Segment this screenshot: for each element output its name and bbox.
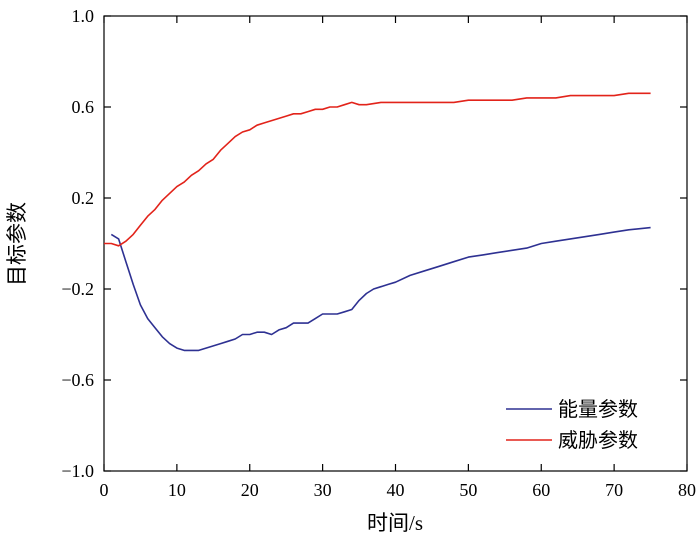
series-line-1 bbox=[104, 92, 651, 247]
x-axis-label: 时间/s bbox=[367, 511, 423, 535]
series-lines bbox=[104, 92, 651, 352]
x-tick-label: 0 bbox=[100, 480, 109, 500]
x-tick-label: 80 bbox=[678, 480, 696, 500]
x-tick-label: 60 bbox=[532, 480, 550, 500]
y-tick-label: −0.6 bbox=[61, 370, 94, 390]
x-tick-label: 20 bbox=[241, 480, 259, 500]
y-tick-label: 0.2 bbox=[72, 188, 95, 208]
x-axis: 0 10 20 30 40 50 60 70 80 bbox=[100, 16, 696, 500]
x-tick-label: 10 bbox=[168, 480, 186, 500]
y-tick-label: −0.2 bbox=[61, 279, 94, 299]
y-axis: −1.0 −0.6 −0.2 0.2 0.6 1.0 bbox=[61, 6, 687, 481]
y-axis-label: 目标参数 bbox=[5, 202, 29, 286]
x-tick-label: 50 bbox=[459, 480, 477, 500]
y-tick-label: −1.0 bbox=[61, 461, 94, 481]
series-line-0 bbox=[110, 226, 651, 352]
x-tick-label: 70 bbox=[605, 480, 623, 500]
y-tick-label: 1.0 bbox=[72, 6, 95, 26]
legend-label: 能量参数 bbox=[558, 398, 638, 421]
x-tick-label: 30 bbox=[314, 480, 332, 500]
y-tick-label: 0.6 bbox=[72, 97, 95, 117]
x-tick-label: 40 bbox=[387, 480, 405, 500]
plot-area: 0 10 20 30 40 50 60 70 80 −1.0 −0.6 −0.2 0.2 0.6 1.0 bbox=[61, 6, 696, 500]
legend-label: 威胁参数 bbox=[558, 429, 638, 452]
